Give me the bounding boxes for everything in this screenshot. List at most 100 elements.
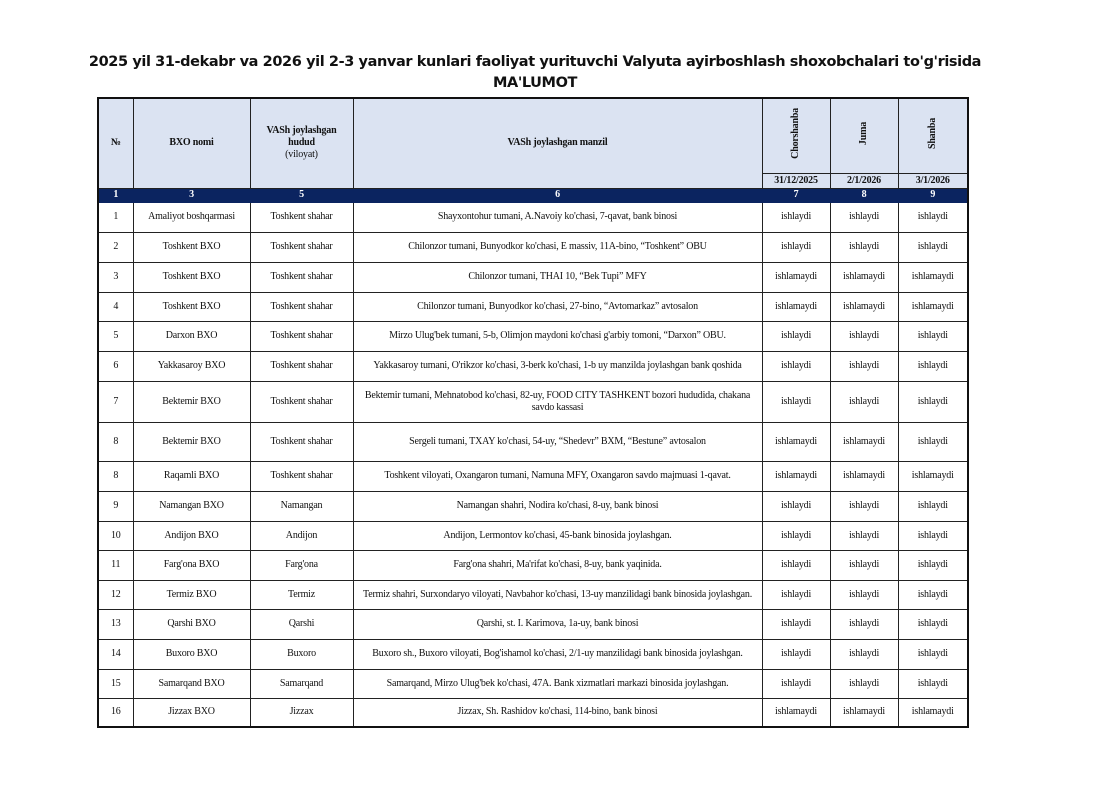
table-row: 16 Jizzax BXO Jizzax Jizzax, Sh. Rashidov k… (97, 697, 969, 728)
row-number: 8 (97, 421, 134, 462)
row-number: 7 (97, 380, 134, 423)
day-label: Chorshanba (790, 108, 801, 160)
column-number: 9 (897, 187, 969, 203)
column-number: 1 (97, 187, 134, 203)
region: Toshkent shahar (249, 380, 354, 423)
status-day2: ishlaydi (829, 549, 899, 581)
bxo-name: Darxon BXO (132, 320, 251, 352)
address: Shayxontohur tumani, A.Navoiy ko'chasi, … (352, 201, 763, 233)
bxo-name: Yakkasaroy BXO (132, 350, 251, 382)
bxo-name: Bektemir BXO (132, 421, 251, 462)
header-region-line: (viloyat) (285, 149, 318, 161)
table-row: 15 Samarqand BXO Samarqand Samarqand, Mirzo… (97, 668, 969, 699)
row-number: 12 (97, 579, 134, 610)
row-number: 10 (97, 520, 134, 551)
status-day2: ishlamaydi (829, 291, 899, 322)
region: Andijon (249, 520, 354, 551)
region: Toshkent shahar (249, 261, 354, 293)
region: Samarqand (249, 668, 354, 699)
table-row: 6 Yakkasaroy BXO Toshkent shahar Yakkasaroy… (97, 350, 969, 382)
row-number: 5 (97, 320, 134, 352)
bxo-name: Toshkent BXO (132, 291, 251, 322)
status-day1: ishlamaydi (761, 291, 831, 322)
header-name: BXO nomi (132, 97, 251, 189)
day-label: Juma (858, 122, 869, 146)
table-row: 5 Darxon BXO Toshkent shahar Mirzo Ulug'bek… (97, 320, 969, 352)
status-day2: ishlaydi (829, 350, 899, 382)
column-number: 7 (761, 187, 831, 203)
status-day3: ishlaydi (897, 380, 969, 423)
row-number: 6 (97, 350, 134, 382)
row-number: 15 (97, 668, 134, 699)
day-label: Shanba (926, 118, 938, 150)
address: Buxoro sh., Buxoro viloyati, Bog'ishamol… (352, 638, 763, 670)
status-day1: ishlaydi (761, 350, 831, 382)
column-number-row: 1 3 5 6 7 8 9 (97, 187, 969, 203)
column-number: 5 (249, 187, 354, 203)
status-day3: ishlaydi (897, 350, 969, 382)
bxo-name: Bektemir BXO (132, 380, 251, 423)
status-day1: ishlaydi (761, 201, 831, 233)
row-number: 8 (97, 460, 134, 492)
status-day3: ishlaydi (897, 421, 969, 462)
status-day1: ishlaydi (761, 579, 831, 610)
bxo-name: Namangan BXO (132, 490, 251, 522)
row-number: 16 (97, 697, 134, 728)
region: Qarshi (249, 608, 354, 640)
status-day1: ishlamaydi (761, 460, 831, 492)
bxo-name: Amaliyot boshqarmasi (132, 201, 251, 233)
header-date: 3/1/2026 (897, 172, 969, 189)
table-row: 8 Raqamli BXO Toshkent shahar Toshkent vilo… (97, 460, 969, 492)
bxo-name: Andijon BXO (132, 520, 251, 551)
bxo-name: Raqamli BXO (132, 460, 251, 492)
status-day3: ishlaydi (897, 231, 969, 263)
status-day1: ishlaydi (761, 668, 831, 699)
region: Toshkent shahar (249, 291, 354, 322)
document-title: 2025 yil 31-dekabr va 2026 yil 2-3 yanva… (0, 52, 1070, 94)
status-day2: ishlaydi (829, 579, 899, 610)
region: Termiz (249, 579, 354, 610)
table-row: 12 Termiz BXO Termiz Termiz shahri, Surxond… (97, 579, 969, 610)
status-day3: ishlamaydi (897, 291, 969, 322)
header-no: № (97, 97, 134, 189)
status-day1: ishlaydi (761, 380, 831, 423)
address: Andijon, Lermontov ko'chasi, 45-bank bin… (352, 520, 763, 551)
table-row: 3 Toshkent BXO Toshkent shahar Chilonzor tu… (97, 261, 969, 293)
status-day3: ishlamaydi (897, 697, 969, 728)
row-number: 14 (97, 638, 134, 670)
status-day3: ishlaydi (897, 549, 969, 581)
status-day1: ishlaydi (761, 320, 831, 352)
status-day3: ishlaydi (897, 638, 969, 670)
header-date: 31/12/2025 (761, 172, 831, 189)
address: Sergeli tumani, TXAY ko'chasi, 54-uy, “S… (352, 421, 763, 462)
status-day3: ishlaydi (897, 668, 969, 699)
table-row: 2 Toshkent BXO Toshkent shahar Chilonzor tu… (97, 231, 969, 263)
address: Farg'ona shahri, Ma'rifat ko'chasi, 8-uy… (352, 549, 763, 581)
header-region-line: VASh joylashgan (266, 125, 337, 137)
row-number: 1 (97, 201, 134, 233)
column-number: 3 (132, 187, 251, 203)
status-day3: ishlaydi (897, 520, 969, 551)
row-number: 9 (97, 490, 134, 522)
table-row: 13 Qarshi BXO Qarshi Qarshi, st. I. Karimov… (97, 608, 969, 640)
status-day1: ishlamaydi (761, 697, 831, 728)
table-row: 10 Andijon BXO Andijon Andijon, Lermontov k… (97, 520, 969, 551)
exchange-points-table: № BXO nomi VASh joylashgan hudud (viloya… (97, 97, 969, 728)
status-day1: ishlaydi (761, 520, 831, 551)
status-day2: ishlaydi (829, 490, 899, 522)
table-row: 9 Namangan BXO Namangan Namangan shahri, No… (97, 490, 969, 522)
address: Namangan shahri, Nodira ko'chasi, 8-uy, … (352, 490, 763, 522)
address: Chilonzor tumani, Bunyodkor ko'chasi, 27… (352, 291, 763, 322)
status-day3: ishlamaydi (897, 261, 969, 293)
row-number: 2 (97, 231, 134, 263)
address: Bektemir tumani, Mehnatobod ko'chasi, 82… (352, 380, 763, 423)
status-day1: ishlaydi (761, 231, 831, 263)
status-day1: ishlaydi (761, 490, 831, 522)
status-day3: ishlamaydi (897, 460, 969, 492)
address: Jizzax, Sh. Rashidov ko'chasi, 114-bino,… (352, 697, 763, 728)
status-day2: ishlamaydi (829, 261, 899, 293)
status-day1: ishlaydi (761, 608, 831, 640)
status-day2: ishlaydi (829, 231, 899, 263)
address: Samarqand, Mirzo Ulug'bek ko'chasi, 47A.… (352, 668, 763, 699)
status-day2: ishlaydi (829, 638, 899, 670)
